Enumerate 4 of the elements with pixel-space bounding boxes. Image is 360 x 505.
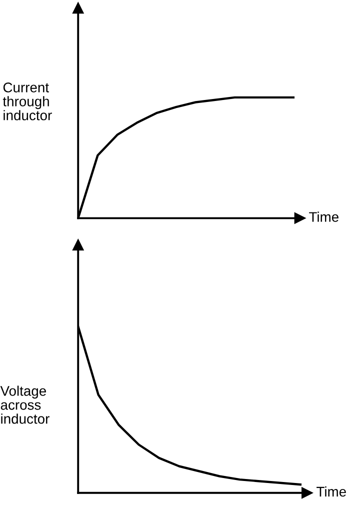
y-axis-title: Voltage across inductor	[0, 386, 50, 424]
x-axis-title: Time	[309, 212, 338, 222]
x-axis-title: Time	[316, 486, 346, 497]
y-axis-title: Current through inductor	[2, 82, 52, 120]
